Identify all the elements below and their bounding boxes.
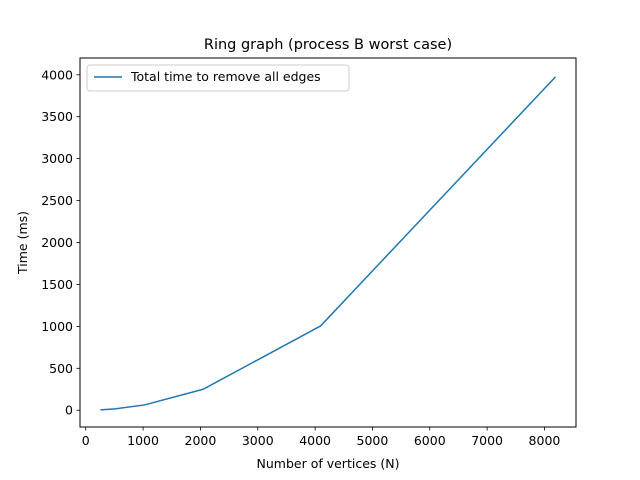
x-tick-label: 5000 (357, 433, 389, 448)
x-tick-label: 0 (82, 433, 90, 448)
y-axis-label: Time (ms) (15, 211, 30, 275)
legend: Total time to remove all edges (86, 64, 350, 92)
x-tick-label: 8000 (529, 433, 561, 448)
y-tick-label: 2500 (41, 193, 73, 208)
series-layer (100, 76, 557, 411)
y-tick-label: 3000 (41, 151, 73, 166)
y-tick-label: 1000 (41, 319, 73, 334)
y-tick-label: 3500 (41, 109, 73, 124)
plot-frame (79, 57, 577, 428)
y-axis-ticks: 0 500 1000 1500 2000 2500 3000 3500 4000 (41, 67, 80, 418)
y-tick-label: 4000 (41, 67, 73, 82)
series-line-0 (100, 76, 557, 411)
chart-title: Ring graph (process B worst case) (204, 37, 452, 53)
x-tick-label: 6000 (414, 433, 446, 448)
y-tick-label: 2000 (41, 235, 73, 250)
y-tick-label: 1500 (41, 277, 73, 292)
x-tick-label: 1000 (127, 433, 159, 448)
x-tick-label: 7000 (471, 433, 503, 448)
legend-entry-label: Total time to remove all edges (130, 69, 321, 84)
x-tick-label: 3000 (242, 433, 274, 448)
legend-box (86, 64, 350, 92)
x-axis-ticks: 0 1000 2000 3000 4000 5000 6000 7000 8000 (82, 427, 561, 448)
x-axis-label: Number of vertices (N) (257, 456, 400, 471)
y-tick-label: 500 (49, 361, 73, 376)
x-tick-label: 4000 (299, 433, 331, 448)
y-tick-label: 0 (65, 403, 73, 418)
x-tick-label: 2000 (185, 433, 217, 448)
